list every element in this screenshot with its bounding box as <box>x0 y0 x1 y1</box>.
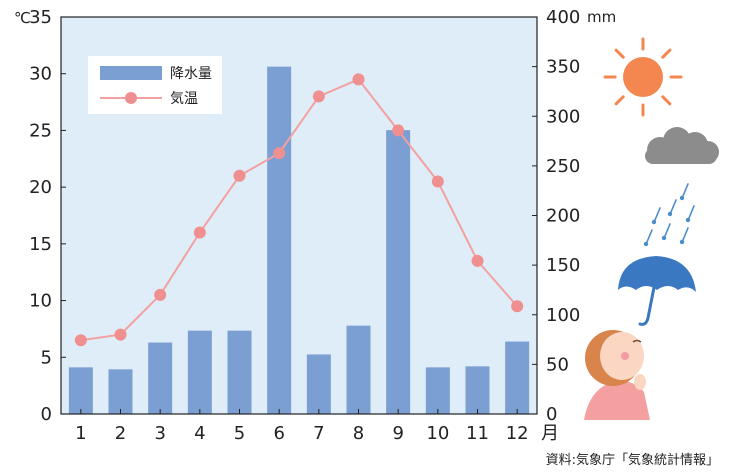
raindrop <box>643 241 649 247</box>
right-axis: 0 50 100 150 200 250 300 350 400 <box>532 7 580 425</box>
temperature-point <box>352 73 365 86</box>
legend-bar-swatch <box>100 66 162 80</box>
left-tick-label: 20 <box>29 177 52 198</box>
right-axis-unit: mm <box>587 8 616 26</box>
sun-icon <box>603 37 683 117</box>
raindrop <box>670 199 677 213</box>
right-tick-label: 300 <box>546 106 580 127</box>
x-tick-label: 6 <box>273 423 284 444</box>
eye <box>632 339 642 343</box>
sun-ray <box>661 48 672 59</box>
right-tick-label: 150 <box>546 255 580 276</box>
precipitation-bar <box>187 330 212 414</box>
temperature-point <box>312 90 325 103</box>
left-axis-unit: ℃ <box>14 9 31 27</box>
left-tick-label: 0 <box>41 404 52 425</box>
left-tick-label: 30 <box>29 64 52 85</box>
x-tick-label: 5 <box>234 423 245 444</box>
precipitation-bar <box>108 369 133 414</box>
left-tick-label: 35 <box>29 7 52 28</box>
right-tick-label: 400 <box>546 7 580 28</box>
raindrop <box>651 219 657 225</box>
sun-ray <box>614 48 625 59</box>
x-axis: 1 2 3 4 5 6 7 8 9 10 11 12 <box>75 409 529 444</box>
temperature-line <box>74 73 524 347</box>
raindrop <box>685 217 691 223</box>
precipitation-bar <box>306 354 331 414</box>
left-tick-label: 5 <box>41 347 52 368</box>
precipitation-bar <box>227 330 252 414</box>
x-tick-label: 8 <box>353 423 364 444</box>
right-tick-label: 100 <box>546 305 580 326</box>
precipitation-bar <box>148 342 173 414</box>
precipitation-bar <box>505 341 530 414</box>
x-axis-unit: 月 <box>541 423 559 444</box>
x-tick-label: 10 <box>426 423 449 444</box>
temperature-point <box>273 147 286 160</box>
precipitation-bar <box>425 367 450 414</box>
x-tick-label: 2 <box>115 423 126 444</box>
right-tick-label: 50 <box>546 354 569 375</box>
x-tick-label: 12 <box>506 423 529 444</box>
cloud-icon <box>645 127 719 164</box>
x-tick-label: 7 <box>313 423 324 444</box>
precipitation-bar <box>267 66 292 414</box>
right-tick-label: 200 <box>546 206 580 227</box>
raindrop <box>667 211 673 217</box>
left-axis: 0 5 10 15 20 25 30 35 <box>29 7 66 425</box>
precipitation-bars <box>68 66 530 414</box>
sun-ray <box>661 95 672 106</box>
precipitation-bar <box>68 367 93 414</box>
raindrop <box>664 223 671 237</box>
right-tick-label: 350 <box>546 57 580 78</box>
raindrop <box>688 205 695 219</box>
legend-marker-swatch <box>125 92 137 104</box>
x-tick-label: 1 <box>75 423 86 444</box>
precipitation-bar <box>386 130 411 414</box>
source-note: 資料:気象庁「気象統計情報」 <box>545 453 719 468</box>
temperature-point <box>193 226 206 239</box>
cheek <box>621 352 629 360</box>
legend-box <box>88 56 222 114</box>
precipitation-bar <box>465 366 490 414</box>
left-tick-label: 15 <box>29 234 52 255</box>
left-tick-label: 10 <box>29 291 52 312</box>
raindrop <box>679 239 685 245</box>
legend-label-precipitation: 降水量 <box>170 66 212 82</box>
raindrop <box>679 195 685 201</box>
rain-icon <box>643 183 695 247</box>
x-tick-label: 3 <box>154 423 165 444</box>
raindrop <box>682 183 689 197</box>
temperature-point <box>511 300 524 313</box>
person-looking-up-icon <box>584 330 650 420</box>
temperature-point <box>392 124 405 137</box>
raindrop <box>654 207 661 221</box>
raindrop <box>646 229 653 243</box>
raindrop <box>682 227 689 241</box>
temperature-point <box>114 328 127 341</box>
temperature-point <box>471 254 484 267</box>
sun-ray <box>614 95 625 106</box>
temperature-series-line <box>80 78 518 342</box>
x-tick-label: 9 <box>392 423 403 444</box>
temperature-point <box>431 175 444 188</box>
right-tick-label: 0 <box>546 404 557 425</box>
raindrop <box>661 235 667 241</box>
temperature-point <box>74 334 87 347</box>
temperature-point <box>154 288 167 301</box>
legend: 降水量 気温 <box>88 56 222 114</box>
temperature-point <box>233 169 246 182</box>
legend-label-temperature: 気温 <box>170 91 198 107</box>
right-tick-label: 250 <box>546 156 580 177</box>
left-tick-label: 25 <box>29 120 52 141</box>
x-tick-label: 4 <box>194 423 205 444</box>
umbrella-icon <box>618 256 696 326</box>
precipitation-bar <box>346 325 371 414</box>
x-tick-label: 11 <box>466 423 489 444</box>
